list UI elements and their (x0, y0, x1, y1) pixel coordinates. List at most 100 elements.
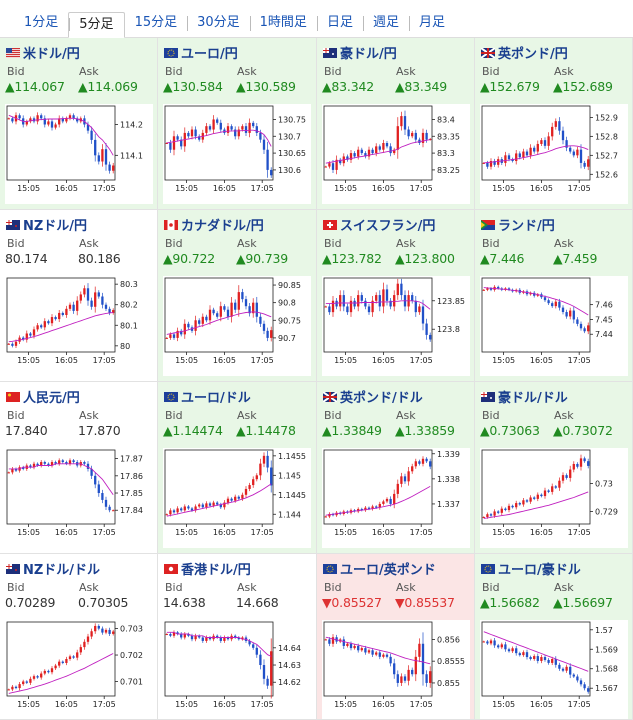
pair-tile[interactable]: ユーロ/ドル Bid Ask ▲1.14474 ▲1.14478 1.1455 1.145 1… (158, 382, 317, 554)
pair-name-text[interactable]: NZドル/円 (23, 218, 88, 234)
pair-name-text[interactable]: 人民元/円 (23, 390, 80, 406)
pair-name-text[interactable]: ユーロ/円 (181, 46, 238, 62)
price-chart[interactable]: 7.46 7.45 7.44 15:05 16:05 17:05 (480, 276, 628, 376)
price-chart[interactable]: 14.64 14.63 14.62 15:05 16:05 17:05 (163, 620, 311, 719)
pair-name[interactable]: NZドル/円 (6, 216, 88, 234)
pair-name[interactable]: ユーロ/円 (164, 44, 238, 62)
pair-tile[interactable]: 豪ドル/ドル Bid Ask ▲0.73063 ▲0.73072 0.73 0.729 15:… (475, 382, 633, 554)
candle-body (270, 467, 273, 486)
pair-name[interactable]: 豪ドル/ドル (481, 388, 568, 406)
pair-name-text[interactable]: 豪ドル/円 (340, 46, 397, 62)
pair-name[interactable]: スイスフラン/円 (323, 216, 436, 234)
pair-name-text[interactable]: 英ポンド/円 (498, 46, 568, 62)
candle-body (551, 303, 554, 307)
tab-6[interactable]: 週足 (362, 11, 409, 37)
pair-tile[interactable]: 香港ドル/円 Bid Ask 14.638 14.668 14.64 14.63 14.62 1… (158, 554, 317, 720)
pair-tile[interactable]: 豪ドル/円 Bid Ask ▲83.342 ▲83.349 83.4 83.35 83.3 83… (317, 38, 475, 210)
pair-name-text[interactable]: ユーロ/ドル (181, 390, 251, 406)
price-chart[interactable]: 1.57 1.569 1.568 1.567 15:05 16:05 17:05 (480, 620, 628, 719)
pair-name-text[interactable]: 豪ドル/ドル (498, 390, 568, 406)
price-chart[interactable]: 17.87 17.86 17.85 17.84 15:05 16:05 17:05 (5, 448, 153, 548)
price-chart[interactable]: 80.3 80.2 80.1 80 15:05 16:05 17:05 (5, 276, 153, 376)
price-chart[interactable]: 0.703 0.702 0.701 15:05 16:05 17:05 (5, 620, 153, 719)
candle-body (378, 146, 381, 150)
pair-name-text[interactable]: NZドル/ドル (23, 562, 101, 578)
pair-name[interactable]: 米ドル/円 (6, 44, 80, 62)
pair-name[interactable]: カナダドル/円 (164, 216, 264, 234)
y-tick-label: 1.338 (437, 475, 460, 484)
price-chart[interactable]: 0.73 0.729 15:05 16:05 17:05 (480, 448, 628, 548)
candle-body (97, 155, 100, 162)
pair-tile[interactable]: NZドル/円 Bid Ask 80.174 80.186 80.3 80.2 80.1 80 15… (0, 210, 158, 382)
pair-name[interactable]: 英ポンド/ドル (322, 388, 423, 406)
candle-body (507, 505, 511, 511)
pair-tile[interactable]: カナダドル/円 Bid Ask ▲90.722 ▲90.739 90.85 90.8 90.7… (158, 210, 317, 382)
pair-name-text[interactable]: 香港ドル/円 (181, 562, 251, 578)
price-chart[interactable]: 114.2 114.1 15:05 16:05 17:05 (5, 104, 153, 204)
pair-name-text[interactable]: ユーロ/豪ドル (498, 562, 581, 578)
price-chart[interactable]: 123.85 123.8 15:05 16:05 17:05 (322, 276, 470, 376)
tab-2[interactable]: 15分足 (134, 15, 178, 30)
tab-1[interactable]: 5分足 (68, 12, 125, 38)
pair-name[interactable]: NZドル/ドル (6, 560, 101, 578)
tab-4[interactable]: 1時間足 (249, 11, 317, 37)
candle-body (198, 136, 201, 140)
candle-body (259, 132, 262, 140)
price-chart[interactable]: 90.85 90.8 90.75 90.7 15:05 16:05 17:05 (163, 276, 311, 376)
pair-name[interactable]: 香港ドル/円 (164, 560, 251, 578)
candle-body (76, 300, 79, 311)
pair-tile[interactable]: 英ポンド/ドル Bid Ask ▲1.33849 ▲1.33859 1.339 1.338 1… (317, 382, 475, 554)
pair-name-text[interactable]: ユーロ/英ポンド (340, 562, 436, 578)
candle-body (198, 320, 201, 324)
price-chart[interactable]: 0.856 0.8555 0.855 15:05 16:05 17:05 (322, 620, 470, 719)
x-tick-label: 17:05 (410, 700, 433, 709)
candle-body (50, 462, 54, 466)
price-chart[interactable]: 1.339 1.338 1.337 15:05 16:05 17:05 (322, 448, 470, 548)
candle-body (324, 306, 327, 308)
pair-name-text[interactable]: カナダドル/円 (181, 218, 264, 234)
y-tick-label: 17.86 (120, 472, 143, 481)
candle-body (429, 334, 432, 340)
pair-name-text[interactable]: 英ポンド/ドル (340, 390, 423, 406)
pair-name[interactable]: 英ポンド/円 (480, 44, 568, 62)
ask-value: 80.186 (78, 251, 121, 266)
candle-body (226, 498, 230, 503)
y-tick-label: 1.339 (437, 450, 460, 459)
tab-5[interactable]: 日足 (316, 11, 363, 37)
pair-tile[interactable]: 米ドル/円 Bid Ask ▲114.067 ▲114.069 114.2 114.1 15:… (0, 38, 158, 210)
pair-name-text[interactable]: 米ドル/円 (23, 46, 80, 62)
pair-name[interactable]: ユーロ/ドル (164, 388, 251, 406)
pair-name[interactable]: ユーロ/豪ドル (481, 560, 581, 578)
candle-body (248, 122, 251, 133)
tab-3[interactable]: 30分足 (187, 11, 250, 37)
candle-body (205, 503, 208, 508)
pair-tile[interactable]: スイスフラン/円 Bid Ask ▲123.782 ▲123.800 123.85 123.… (317, 210, 475, 382)
moving-average-line (325, 139, 431, 164)
pair-tile[interactable]: ユーロ/英ポンド Bid Ask ▼0.85527 ▼0.85537 0.856 0.855… (317, 554, 475, 720)
candle-body (385, 289, 389, 301)
x-tick-label: 17:05 (410, 356, 433, 365)
candle-body (378, 652, 381, 657)
pair-tile[interactable]: 英ポンド/円 Bid Ask ▲152.679 ▲152.689 152.9 152.8 15… (475, 38, 633, 210)
plot-frame (6, 449, 116, 525)
pair-name-text[interactable]: スイスフラン/円 (340, 218, 436, 234)
price-chart[interactable]: 152.9 152.8 152.7 152.6 15:05 16:05 17:05 (480, 104, 628, 204)
pair-name[interactable]: 人民元/円 (6, 388, 80, 406)
pair-name[interactable]: ユーロ/英ポンド (323, 560, 436, 578)
arrow-up-icon: ▲ (236, 79, 246, 94)
candle-body (385, 498, 389, 502)
bid-price: ▼0.85527 (322, 595, 382, 610)
tab-7[interactable]: 月足 (408, 11, 455, 37)
pair-tile[interactable]: ユーロ/円 Bid Ask ▲130.584 ▲130.589 130.75 130.7 13… (158, 38, 317, 210)
pair-name[interactable]: 豪ドル/円 (323, 44, 397, 62)
pair-tile[interactable]: ランド/円 Bid Ask ▲7.446 ▲7.459 7.46 7.45 7.44 15:05… (475, 210, 633, 382)
price-chart[interactable]: 83.4 83.35 83.3 83.25 15:05 16:05 17:05 (322, 104, 470, 204)
price-chart[interactable]: 1.1455 1.145 1.1445 1.144 15:05 16:05 17:05 (163, 448, 311, 548)
pair-tile[interactable]: 人民元/円 Bid Ask 17.840 17.870 17.87 17.86 17.85 17… (0, 382, 158, 554)
price-chart[interactable]: 130.75 130.7 130.65 130.6 15:05 16:05 17:05 (163, 104, 311, 204)
pair-name[interactable]: ランド/円 (481, 216, 555, 234)
pair-tile[interactable]: ユーロ/豪ドル Bid Ask ▲1.56682 ▲1.56697 1.57 1.569 1.… (475, 554, 633, 720)
tab-0[interactable]: 1分足 (24, 15, 59, 30)
pair-name-text[interactable]: ランド/円 (498, 218, 555, 234)
pair-tile[interactable]: NZドル/ドル Bid Ask 0.70289 0.70305 0.703 0.702 0.7… (0, 554, 158, 720)
